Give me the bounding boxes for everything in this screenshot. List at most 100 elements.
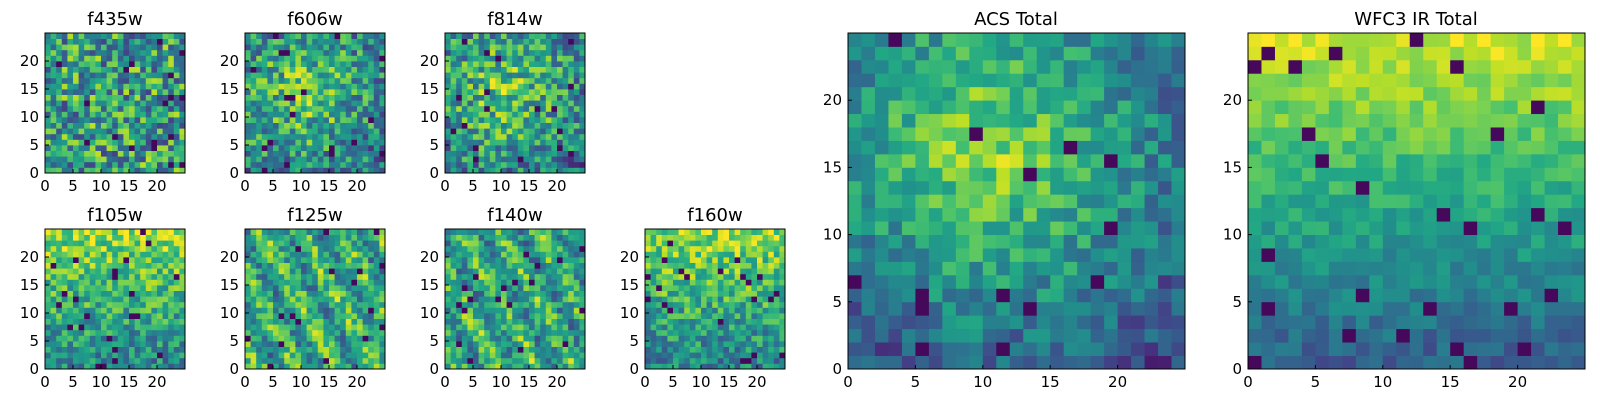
heatmap-cell bbox=[373, 128, 380, 135]
heatmap-cell bbox=[289, 335, 296, 342]
heatmap-cell bbox=[61, 94, 68, 101]
heatmap-cell bbox=[78, 133, 85, 140]
heatmap-cell bbox=[129, 94, 135, 101]
heatmap-cell bbox=[84, 279, 91, 286]
heatmap-cell bbox=[512, 156, 519, 163]
heatmap-cell bbox=[461, 257, 468, 263]
heatmap-cell bbox=[915, 194, 930, 209]
heatmap-cell bbox=[67, 307, 74, 314]
heatmap-cell bbox=[340, 150, 347, 157]
heatmap-cell bbox=[568, 89, 575, 95]
heatmap-cell bbox=[461, 285, 468, 291]
heatmap-cell bbox=[551, 285, 558, 291]
heatmap-cell bbox=[768, 341, 775, 347]
heatmap-cell bbox=[84, 77, 91, 84]
heatmap-cell bbox=[684, 318, 691, 325]
heatmap-cell bbox=[484, 117, 491, 123]
heatmap-cell bbox=[134, 313, 141, 319]
heatmap-cell bbox=[340, 296, 347, 303]
heatmap-cell bbox=[151, 296, 158, 303]
heatmap-cell bbox=[245, 301, 251, 308]
heatmap-cell bbox=[245, 279, 251, 286]
x-tick-label: 20 bbox=[747, 373, 766, 391]
heatmap-cell bbox=[1171, 194, 1186, 209]
heatmap-cell bbox=[517, 240, 524, 247]
heatmap-cell bbox=[273, 279, 279, 286]
heatmap-cell bbox=[888, 315, 903, 330]
heatmap-cell bbox=[368, 117, 375, 123]
heatmap-cell bbox=[678, 257, 685, 263]
heatmap-cell bbox=[151, 83, 158, 90]
heatmap-cell bbox=[329, 352, 335, 359]
heatmap-cell bbox=[89, 335, 96, 342]
heatmap-cell bbox=[1171, 301, 1186, 316]
heatmap-cell bbox=[573, 167, 580, 174]
heatmap-cell bbox=[1036, 207, 1051, 222]
heatmap-cell bbox=[151, 363, 158, 370]
heatmap-cell bbox=[67, 279, 74, 286]
heatmap-cell bbox=[162, 111, 169, 118]
heatmap-cell bbox=[1158, 248, 1172, 262]
heatmap-cell bbox=[301, 167, 307, 174]
heatmap-cell bbox=[317, 77, 324, 84]
heatmap-cell bbox=[140, 357, 147, 364]
heatmap-cell bbox=[517, 77, 524, 84]
heatmap-cell bbox=[295, 318, 302, 325]
heatmap-cell bbox=[345, 296, 352, 303]
heatmap-cell bbox=[467, 150, 474, 157]
heatmap-cell bbox=[340, 89, 347, 95]
heatmap-cell bbox=[101, 346, 107, 353]
heatmap-cell bbox=[717, 285, 724, 291]
heatmap-cell bbox=[140, 77, 147, 84]
heatmap-cell bbox=[334, 122, 341, 129]
heatmap-cell bbox=[762, 285, 769, 291]
heatmap-cell bbox=[289, 72, 296, 79]
heatmap-cell bbox=[540, 346, 547, 353]
heatmap-cell bbox=[506, 352, 513, 359]
heatmap-cell bbox=[523, 167, 530, 174]
heatmap-cell bbox=[645, 268, 651, 275]
heatmap-cell bbox=[540, 72, 547, 79]
heatmap-cell bbox=[312, 329, 319, 336]
heatmap-cell bbox=[473, 77, 479, 84]
heatmap-cell bbox=[56, 285, 63, 291]
heatmap-cell bbox=[534, 77, 541, 84]
heatmap-cell bbox=[667, 268, 674, 275]
heatmap-cell bbox=[317, 318, 324, 325]
heatmap-cell bbox=[901, 207, 916, 222]
heatmap-cell bbox=[140, 245, 147, 252]
heatmap-cell bbox=[684, 251, 691, 258]
heatmap-cell bbox=[151, 234, 158, 241]
heatmap-cell bbox=[456, 55, 463, 62]
heatmap-cell bbox=[129, 100, 135, 107]
heatmap-cell bbox=[667, 357, 674, 364]
heatmap-cell bbox=[379, 145, 386, 151]
heatmap-cell bbox=[678, 279, 685, 286]
heatmap-cell bbox=[495, 111, 502, 118]
heatmap-cell bbox=[740, 229, 747, 235]
heatmap-cell bbox=[73, 313, 79, 319]
heatmap-cell bbox=[89, 307, 96, 314]
heatmap-cell bbox=[129, 139, 135, 146]
heatmap-cell bbox=[534, 49, 541, 56]
heatmap-cell bbox=[501, 290, 507, 297]
heatmap-cell bbox=[129, 257, 135, 263]
heatmap-cell bbox=[84, 89, 91, 95]
heatmap-cell bbox=[289, 139, 296, 146]
heatmap-cell bbox=[495, 38, 502, 45]
heatmap-cell bbox=[145, 290, 152, 297]
heatmap-cell bbox=[506, 285, 513, 291]
heatmap-cell bbox=[540, 240, 547, 247]
heatmap-cell bbox=[256, 240, 263, 247]
heatmap-cell bbox=[551, 117, 558, 123]
heatmap-cell bbox=[329, 257, 335, 263]
heatmap-cell bbox=[684, 290, 691, 297]
heatmap-cell bbox=[450, 307, 457, 314]
heatmap-cell bbox=[1063, 207, 1078, 222]
heatmap-cell bbox=[256, 301, 263, 308]
heatmap-cell bbox=[245, 234, 251, 241]
heatmap-cell bbox=[306, 290, 313, 297]
x-tick-label: 20 bbox=[147, 373, 166, 391]
heatmap-cell bbox=[301, 279, 307, 286]
heatmap-cell bbox=[667, 273, 674, 280]
